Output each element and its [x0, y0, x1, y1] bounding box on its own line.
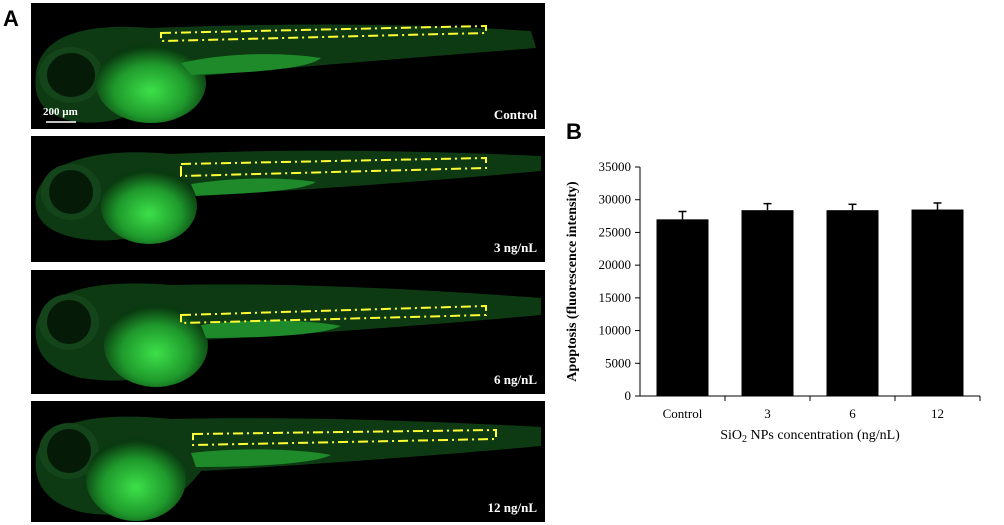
- y-tick-label: 15000: [599, 290, 632, 305]
- panel-a-label: A: [3, 6, 19, 31]
- x-tick-label: 12: [931, 406, 944, 421]
- micrograph-control: 200 µm Control: [31, 3, 545, 129]
- micrograph-6-ng: 6 ng/nL: [31, 270, 545, 394]
- y-tick-label: 35000: [599, 159, 632, 174]
- condition-label: Control: [493, 107, 537, 122]
- zebrafish-fluorescence-image: [35, 150, 542, 244]
- x-tick-label: 6: [849, 406, 856, 421]
- bar: [656, 219, 709, 396]
- bar: [911, 209, 964, 396]
- condition-label: 12 ng/nL: [487, 500, 538, 515]
- x-tick-label: Control: [663, 406, 703, 421]
- zebrafish-fluorescence-image: [35, 416, 541, 521]
- y-tick-label: 30000: [599, 192, 632, 207]
- condition-label: 6 ng/nL: [494, 372, 537, 387]
- apoptosis-bar-chart: 0 5000 10000 15000 20000 25000 30000 35000 Contr…: [565, 159, 981, 445]
- condition-label: 3 ng/nL: [494, 240, 537, 255]
- micrograph-12-ng: 12 ng/nL: [31, 401, 545, 522]
- x-axis-title: SiO2 NPs concentration (ng/nL): [720, 428, 900, 445]
- y-tick-label: 20000: [599, 257, 632, 272]
- zebrafish-fluorescence-image: [35, 24, 536, 123]
- panel-b-label: B: [566, 119, 582, 144]
- y-axis-title: Apoptosis (fluorescence intensity): [565, 181, 580, 382]
- bar: [741, 210, 794, 396]
- micrograph-3-ng: 3 ng/nL: [31, 136, 545, 262]
- y-tick-label: 0: [625, 388, 632, 403]
- y-tick-label: 10000: [599, 323, 632, 338]
- y-tick-label: 5000: [605, 355, 631, 370]
- bar: [826, 210, 879, 396]
- zebrafish-fluorescence-image: [35, 283, 541, 387]
- scale-bar-label: 200 µm: [43, 106, 78, 118]
- x-tick-label: 3: [764, 406, 771, 421]
- y-tick-label: 25000: [599, 224, 632, 239]
